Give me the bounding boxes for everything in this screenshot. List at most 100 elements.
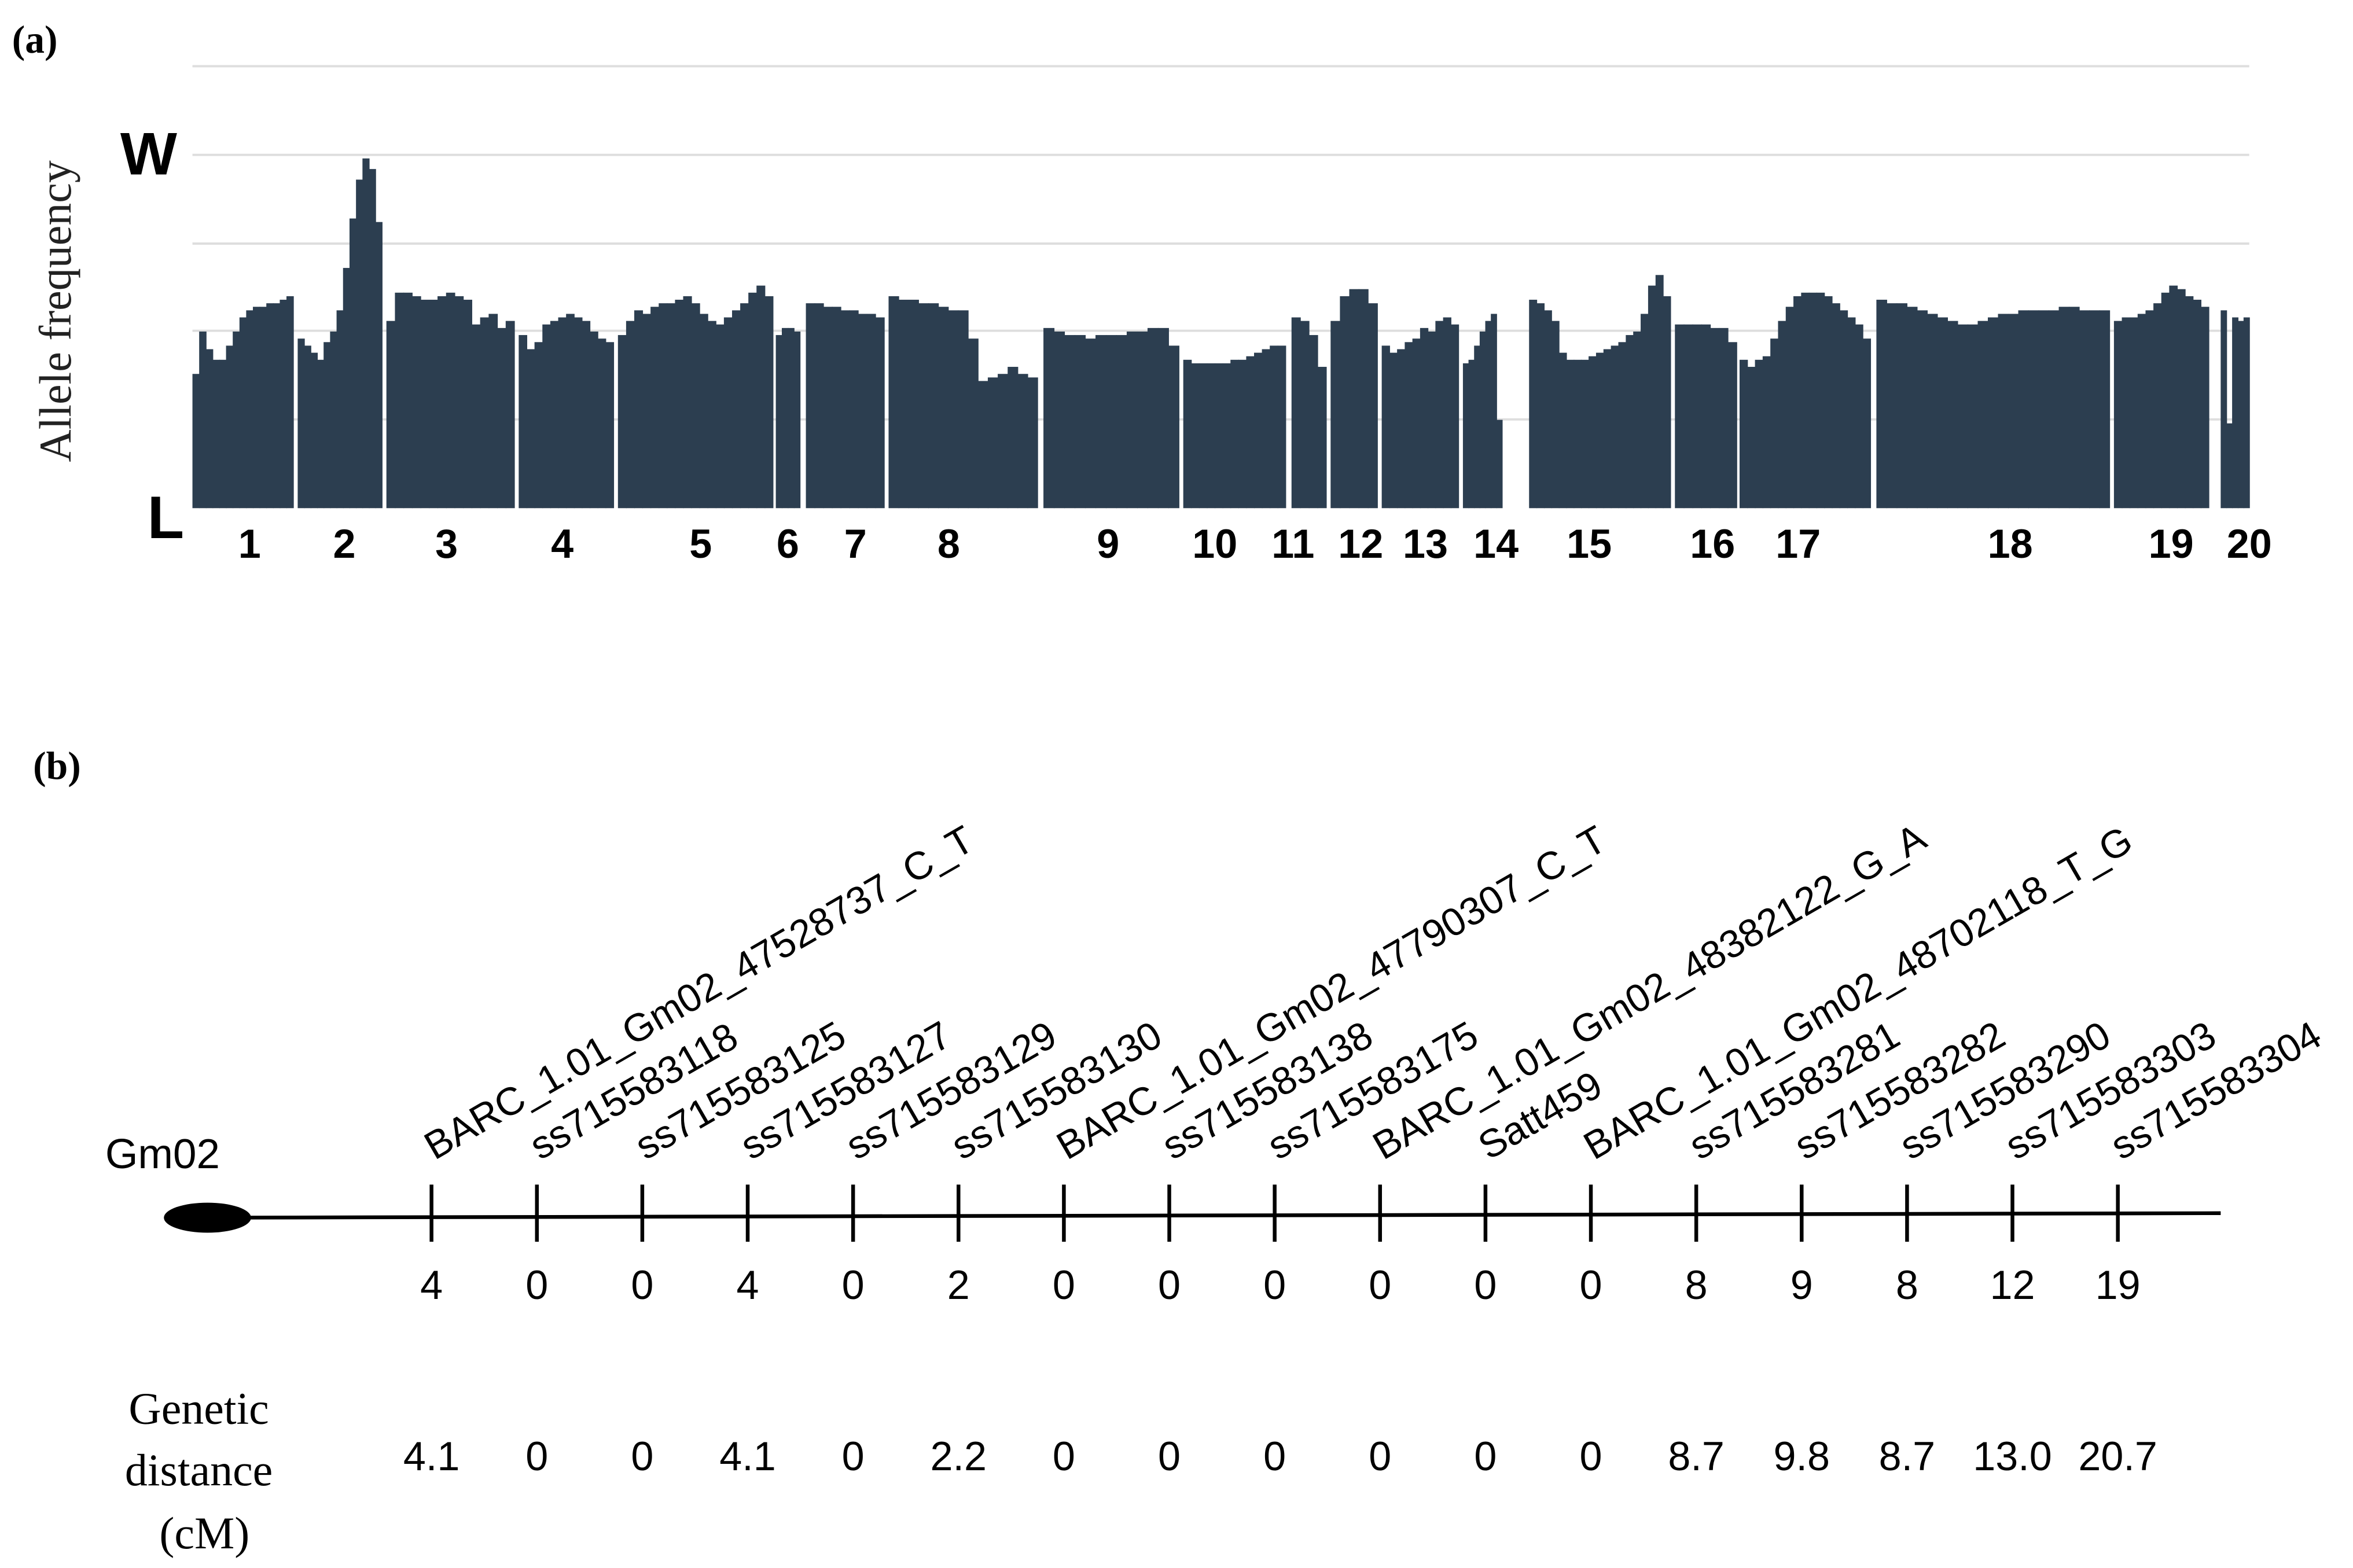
marker-count: 8 [1685,1263,1708,1308]
bar [938,307,949,509]
bar [480,317,490,509]
bar [764,296,774,509]
bar [715,324,725,509]
chromosome-line [207,1211,2221,1220]
chromosome-2-bars [297,158,383,509]
marker-map: BARC_1.01_Gm02_47528737_C_T44.1ss7155831… [403,815,2329,1479]
bar [304,345,311,509]
bar [691,303,700,509]
bar [1785,307,1795,509]
bar [626,321,635,509]
bar [403,292,413,509]
chromosome-label: 15 [1567,521,1612,566]
bar [775,335,783,509]
marker-distance: 0 [1369,1434,1391,1479]
chromosome-label: 3 [435,521,458,566]
bar [1116,335,1127,509]
bar [793,331,801,509]
bar [2161,292,2170,509]
bar [1862,338,1872,509]
bar [1793,296,1802,509]
bar [650,307,660,509]
bar [832,307,841,509]
bar [226,345,234,509]
chromosome-label: 8 [937,521,960,566]
marker-count: 0 [1580,1263,1602,1308]
bar [823,307,833,509]
bar [1157,327,1169,509]
chromosome-4-bars [519,314,615,509]
y-bottom-label: L [148,484,184,551]
bar [395,292,405,509]
bar [1183,359,1192,509]
bar [1349,289,1359,509]
marker-count: 4 [420,1263,443,1308]
bar [2137,314,2146,509]
bar [888,296,899,509]
bar [1747,367,1756,509]
bar [1168,345,1179,509]
bar [505,321,515,509]
bar [1603,349,1612,509]
chromosome-17-bars [1739,292,1872,509]
bar [1075,335,1086,509]
chromosome-label: 7 [844,521,867,566]
bar [252,307,260,509]
marker-distance: 8.7 [1879,1434,1935,1479]
bar [471,324,481,509]
bar [605,342,615,509]
bar [1977,321,1989,509]
bar [1675,324,1685,509]
bar [1191,363,1200,509]
bar [1147,327,1159,509]
bar [273,303,281,509]
bar [1558,352,1567,509]
bar [1573,359,1582,509]
bar [1876,300,1887,509]
bar [1947,321,1958,509]
bar [1988,317,1999,509]
bar [1655,275,1664,509]
marker-distance: 4.1 [719,1434,775,1479]
marker-distance: 0 [1158,1434,1181,1479]
bar [642,314,652,509]
bar [454,296,464,509]
bar [858,314,867,509]
bar [1485,321,1492,509]
chromosome-8-bars [888,296,1038,509]
bar [534,342,543,509]
chromosome-label: 16 [1690,521,1735,566]
bar [429,300,439,509]
panel-a-label: (a) [12,18,58,61]
bar [1762,356,1771,509]
marker-count: 0 [1263,1263,1286,1308]
marker-distance: 2.2 [931,1434,987,1479]
chromosome-label: 11 [1271,521,1314,566]
bar [446,292,455,509]
bar [1824,296,1833,509]
bar [1308,335,1318,509]
chromosome-18-bars [1876,300,2111,509]
bar [1566,359,1575,509]
bar [356,179,363,509]
bar [1719,327,1729,509]
marker-count: 0 [1053,1263,1075,1308]
bar [1808,292,1817,509]
bar [1367,303,1378,509]
bar [280,300,288,509]
bar [1663,296,1671,509]
bar [2130,317,2138,509]
bar [297,338,305,509]
chromosome-label: 4 [551,521,573,566]
bar [1611,345,1619,509]
chromosome-labels: 1 2 3 4 5 6 7 8 9 10 11 12 13 14 15 16 17 18 19 20 [238,521,2272,566]
marker-distance: 20.7 [2078,1434,2157,1479]
bar [1770,338,1779,509]
marker-count: 0 [1369,1263,1391,1308]
bar [1626,335,1634,509]
marker-distance: 0 [842,1434,865,1479]
bar [2169,285,2178,509]
bar [1755,359,1763,509]
bar [1262,349,1271,509]
bar [1739,359,1748,509]
